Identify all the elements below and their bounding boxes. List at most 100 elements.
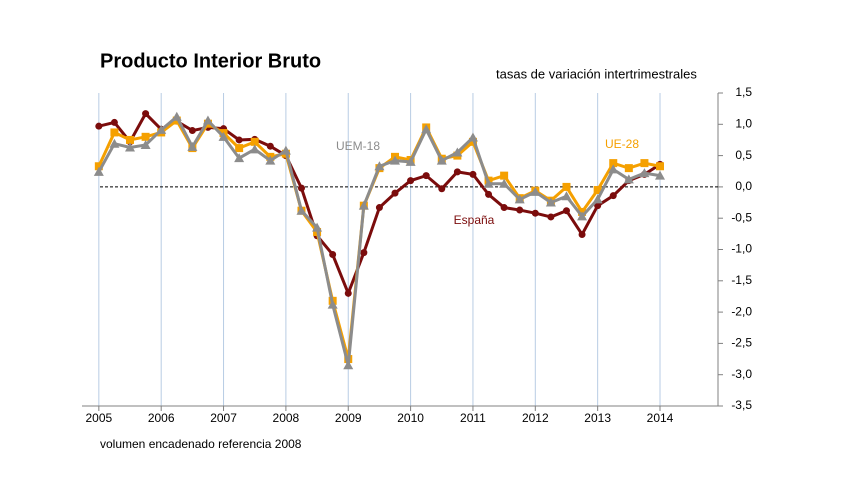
point <box>329 251 337 259</box>
chart-note: volumen encadenado referencia 2008 <box>100 437 302 451</box>
point <box>530 186 541 196</box>
point <box>624 164 633 173</box>
point <box>141 132 150 141</box>
x-tick-label: 2007 <box>210 411 237 425</box>
x-tick-label: 2009 <box>335 411 362 425</box>
point <box>547 213 555 221</box>
point <box>421 124 432 134</box>
x-tick-label: 2011 <box>460 411 486 425</box>
y-tick-label: -1,5 <box>731 273 752 287</box>
x-tick-label: 2014 <box>647 411 674 425</box>
y-tick-label: 0,0 <box>735 179 752 193</box>
point <box>422 172 430 180</box>
point <box>188 127 196 135</box>
y-tick-label: -3,5 <box>731 398 752 412</box>
x-tick-label: 2008 <box>273 411 300 425</box>
y-tick-label: 0,5 <box>735 148 752 162</box>
point <box>94 162 103 171</box>
point <box>266 142 274 150</box>
point <box>516 206 524 214</box>
point <box>234 153 245 163</box>
point <box>436 155 447 165</box>
point <box>235 136 243 144</box>
point <box>280 145 291 155</box>
point <box>171 111 182 121</box>
point <box>343 360 354 370</box>
chart-subtitle: tasas de variación intertrimestrales <box>496 66 697 81</box>
point <box>514 194 525 204</box>
point <box>655 170 666 180</box>
point <box>110 118 118 126</box>
point <box>438 185 446 193</box>
point <box>156 124 167 134</box>
point <box>500 171 509 180</box>
x-tick-label: 2005 <box>85 411 112 425</box>
point <box>360 249 368 257</box>
y-tick-label: -3,0 <box>731 367 752 381</box>
point <box>390 155 401 165</box>
point <box>452 147 463 157</box>
y-tick-label: -1,0 <box>731 242 752 256</box>
y-tick-label: -0,5 <box>731 210 752 224</box>
point <box>656 162 665 171</box>
x-tick-label: 2010 <box>397 411 424 425</box>
point <box>142 110 150 118</box>
point <box>469 170 477 178</box>
point <box>561 191 572 201</box>
point <box>592 194 603 204</box>
point <box>109 138 120 148</box>
x-tick-label: 2013 <box>584 411 611 425</box>
point <box>327 299 338 309</box>
point <box>187 141 198 151</box>
point <box>297 184 305 192</box>
point <box>608 164 619 174</box>
point <box>594 202 602 210</box>
x-tick-label: 2006 <box>148 411 175 425</box>
point <box>577 211 588 221</box>
point <box>126 135 135 144</box>
point <box>312 222 323 232</box>
point <box>453 168 461 176</box>
point <box>374 161 385 171</box>
point <box>623 174 634 184</box>
point <box>296 205 307 215</box>
point <box>609 192 617 200</box>
point <box>639 168 650 178</box>
point <box>500 204 508 212</box>
point <box>93 166 104 176</box>
series-label: UE-28 <box>605 137 639 151</box>
point <box>250 137 259 146</box>
point <box>485 190 493 198</box>
point <box>125 142 136 152</box>
point <box>609 159 618 168</box>
point <box>265 155 276 165</box>
point <box>235 144 244 153</box>
point <box>593 186 602 195</box>
point <box>499 178 510 188</box>
point <box>578 230 586 238</box>
point <box>562 207 570 215</box>
point <box>344 289 352 297</box>
point <box>218 131 229 141</box>
chart-title: Producto Interior Bruto <box>100 50 321 72</box>
point <box>467 132 478 142</box>
point <box>140 139 151 149</box>
point <box>405 156 416 166</box>
series-line <box>97 118 661 360</box>
point <box>483 178 494 188</box>
x-tick-label: 2012 <box>522 411 549 425</box>
series-label: UEM-18 <box>336 139 380 153</box>
series-label: España <box>454 213 495 227</box>
point <box>640 159 649 168</box>
point <box>358 200 369 210</box>
series-line <box>97 114 661 366</box>
y-tick-label: 1,0 <box>735 116 752 130</box>
point <box>110 128 119 137</box>
point <box>202 115 213 125</box>
point <box>95 122 103 130</box>
y-tick-label: 1,5 <box>735 85 752 99</box>
point <box>249 144 260 154</box>
point <box>391 189 399 197</box>
point <box>375 204 383 212</box>
